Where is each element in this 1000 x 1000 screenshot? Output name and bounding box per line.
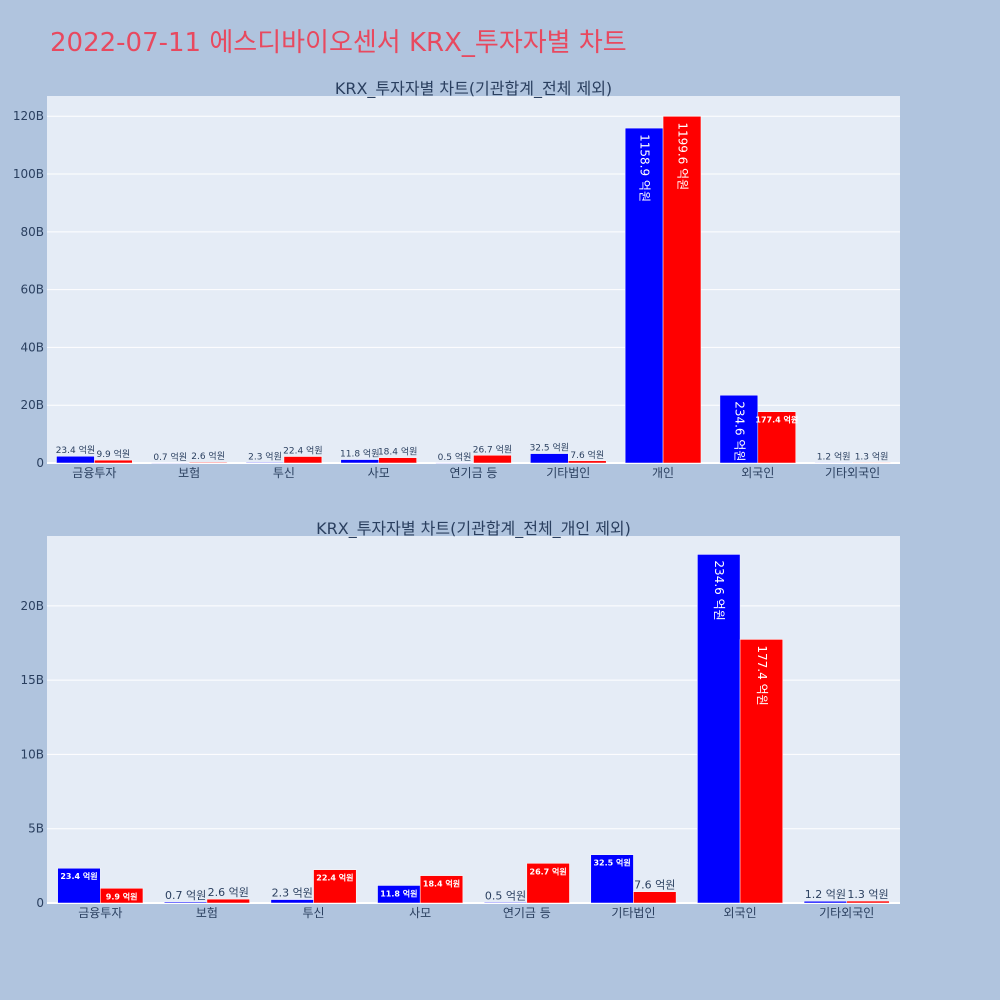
- data-label: 177.4 억원: [755, 415, 798, 425]
- bar: [270, 899, 314, 904]
- x-tick-label: 보험: [196, 906, 218, 920]
- data-label: 23.4 억원: [56, 444, 95, 456]
- x-tick-label: 연기금 등: [450, 466, 498, 480]
- bar: [206, 898, 250, 904]
- data-label: 32.5 억원: [530, 442, 569, 454]
- data-label: 22.4 억원: [316, 873, 353, 883]
- x-tick-label: 연기금 등: [503, 906, 551, 920]
- x-tick-label: 외국인: [724, 906, 757, 920]
- chart-title: KRX_투자자별 차트(기관합계_전체 제외): [335, 79, 612, 99]
- data-label: 1158.9 억원: [638, 134, 652, 202]
- x-tick-label: 투신: [273, 466, 295, 480]
- x-tick-label: 개인: [652, 466, 674, 480]
- data-label: 11.8 억원: [340, 448, 379, 460]
- bar: [530, 453, 569, 464]
- y-tick-label: 20B: [20, 398, 44, 412]
- x-tick-label: 보험: [178, 466, 200, 480]
- bar: [473, 455, 512, 464]
- bar: [719, 394, 759, 464]
- x-tick-label: 투신: [303, 906, 325, 920]
- x-tick-label: 기타법인: [611, 906, 655, 920]
- bar: [526, 863, 570, 904]
- data-label: 1199.6 억원: [676, 122, 690, 190]
- chart-title: KRX_투자자별 차트(기관합계_전체_개인 제외): [316, 519, 631, 539]
- data-label: 9.9 억원: [96, 448, 130, 460]
- x-tick-label: 기타외국인: [819, 906, 874, 920]
- bar: [624, 127, 664, 464]
- data-label: 18.4 억원: [378, 446, 417, 458]
- bar: [739, 639, 783, 904]
- data-label: 7.6 억원: [570, 449, 604, 461]
- bar: [313, 869, 357, 904]
- data-label: 0.7 억원: [153, 451, 187, 463]
- data-label: 26.7 억원: [473, 443, 512, 455]
- data-label: 177.4 억원: [755, 645, 769, 705]
- y-tick-label: 40B: [20, 340, 44, 354]
- y-tick-label: 80B: [20, 225, 44, 239]
- bar: [803, 900, 847, 904]
- bar: [662, 116, 702, 464]
- bar: [633, 891, 677, 904]
- y-tick-label: 5B: [28, 822, 44, 836]
- data-label: 2.6 억원: [191, 450, 225, 462]
- bar: [94, 459, 133, 464]
- data-label: 0.5 억원: [438, 451, 472, 463]
- data-label: 11.8 억원: [380, 888, 417, 898]
- data-label: 22.4 억원: [283, 445, 322, 457]
- bar: [846, 900, 890, 904]
- y-tick-label: 100B: [13, 167, 44, 181]
- bar: [57, 867, 101, 904]
- data-label: 32.5 억원: [593, 858, 630, 868]
- bar: [100, 888, 144, 904]
- data-label: 234.6 억원: [712, 560, 726, 620]
- bar: [419, 875, 464, 904]
- bar: [757, 411, 796, 464]
- data-label: 1.2 억원: [805, 888, 846, 901]
- x-tick-label: 사모: [368, 466, 390, 480]
- bar: [590, 854, 634, 904]
- y-tick-label: 20B: [20, 599, 44, 613]
- x-tick-label: 기타법인: [546, 466, 590, 480]
- bar: [483, 902, 528, 904]
- data-label: 1.3 억원: [847, 888, 888, 901]
- bar: [283, 456, 323, 464]
- data-label: 234.6 억원: [732, 401, 746, 461]
- bar: [378, 457, 417, 464]
- x-tick-label: 사모: [409, 906, 431, 920]
- bar: [188, 461, 228, 464]
- data-label: 2.6 억원: [208, 886, 249, 899]
- data-label: 0.5 억원: [485, 889, 526, 902]
- bar: [56, 455, 95, 464]
- x-tick-label: 금융투자: [78, 906, 122, 920]
- page-title: 2022-07-11 에스디바이오센서 KRX_투자자별 차트: [50, 28, 627, 58]
- data-label: 23.4 억원: [60, 871, 97, 881]
- y-tick-label: 60B: [20, 283, 44, 297]
- x-tick-label: 외국인: [741, 466, 774, 480]
- bar: [164, 901, 208, 904]
- data-label: 18.4 억원: [423, 879, 460, 889]
- y-tick-label: 15B: [20, 673, 44, 687]
- y-tick-label: 0: [36, 896, 44, 910]
- data-label: 2.3 억원: [248, 450, 282, 462]
- x-tick-label: 금융투자: [72, 466, 116, 480]
- bar: [852, 462, 891, 464]
- y-tick-label: 0: [36, 456, 44, 470]
- data-label: 9.9 억원: [106, 891, 138, 901]
- data-label: 1.2 억원: [817, 451, 851, 463]
- data-label: 0.7 억원: [165, 889, 206, 902]
- data-label: 7.6 억원: [634, 879, 675, 892]
- y-tick-label: 10B: [20, 747, 44, 761]
- x-tick-label: 기타외국인: [825, 466, 880, 480]
- data-label: 2.3 억원: [272, 887, 313, 900]
- bar: [568, 460, 607, 464]
- y-tick-label: 120B: [13, 109, 44, 123]
- data-label: 1.3 억원: [855, 451, 889, 463]
- data-label: 26.7 억원: [530, 866, 567, 876]
